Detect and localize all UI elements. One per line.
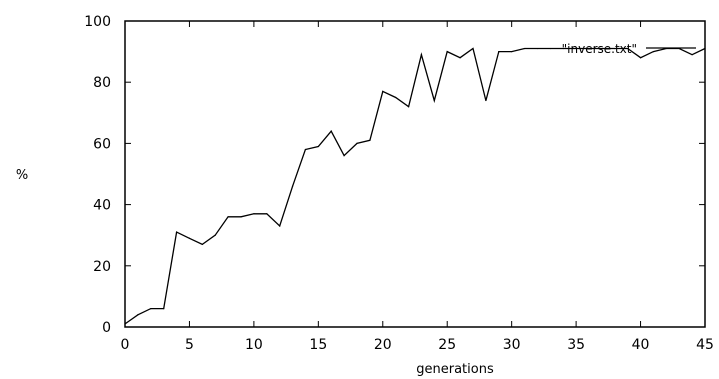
data-point [523, 47, 526, 50]
x-tick-label: 25 [438, 337, 456, 353]
data-point [627, 47, 629, 50]
data-point [562, 47, 564, 50]
x-tick-label: 40 [632, 337, 650, 353]
x-tick-label: 5 [185, 337, 194, 353]
data-point [472, 47, 474, 50]
y-tick-label: 40 [93, 198, 111, 214]
data-point [652, 51, 655, 53]
data-point [330, 130, 332, 132]
tick-labels: 0 5 10 15 20 25 30 35 40 45 0 20 40 60 80 100 [84, 14, 714, 353]
data-point [536, 47, 539, 50]
data-point [601, 47, 603, 50]
data-point [214, 234, 216, 236]
data-point [420, 54, 423, 56]
x-axis-label: generations [416, 362, 494, 377]
legend-label: "inverse.txt" [562, 42, 637, 56]
data-point [343, 155, 345, 157]
data-point [201, 243, 203, 245]
data-point [369, 139, 371, 141]
data-point [137, 314, 139, 316]
data-point [588, 47, 590, 50]
data-point [279, 225, 281, 227]
x-tick-label: 20 [374, 337, 392, 353]
data-point [291, 185, 294, 187]
data-point [498, 51, 500, 53]
data-point [459, 57, 461, 59]
plot-frame [124, 20, 706, 328]
data-point [240, 216, 242, 218]
data-point [124, 323, 126, 325]
data-point [150, 308, 152, 310]
y-tick-label: 0 [102, 320, 111, 336]
legend: "inverse.txt" [562, 42, 696, 56]
y-tick-label: 20 [93, 259, 111, 275]
data-point [691, 54, 693, 56]
x-tick-label: 45 [696, 337, 714, 353]
data-point [433, 99, 435, 102]
data-point [639, 57, 642, 59]
data-point [704, 47, 706, 50]
y-tick-label: 100 [84, 14, 111, 30]
data-point [614, 47, 616, 50]
data-point [227, 216, 229, 218]
y-tick-label: 80 [93, 75, 111, 91]
x-tick-label: 35 [567, 337, 585, 353]
data-point [188, 237, 191, 239]
data-point [356, 142, 358, 144]
data-point [549, 47, 551, 50]
data-point [446, 51, 448, 53]
data-point [253, 213, 255, 215]
series-points [124, 47, 706, 325]
data-point [317, 145, 319, 148]
data-point [407, 106, 410, 108]
data-point [485, 99, 487, 102]
x-tick-label: 10 [245, 337, 263, 353]
data-point [395, 96, 397, 99]
ticks-layer [124, 20, 706, 328]
series-line [124, 47, 706, 325]
y-axis-label: % [16, 168, 28, 183]
y-tick-label: 60 [93, 136, 111, 152]
data-point [163, 308, 165, 310]
x-tick-label: 30 [503, 337, 521, 353]
data-point [175, 231, 178, 233]
x-tick-label: 15 [309, 337, 327, 353]
data-point [575, 47, 577, 50]
x-tick-label: 0 [121, 337, 130, 353]
data-point [511, 51, 513, 53]
data-point [266, 213, 268, 215]
data-point [382, 90, 384, 92]
data-point [304, 148, 307, 151]
